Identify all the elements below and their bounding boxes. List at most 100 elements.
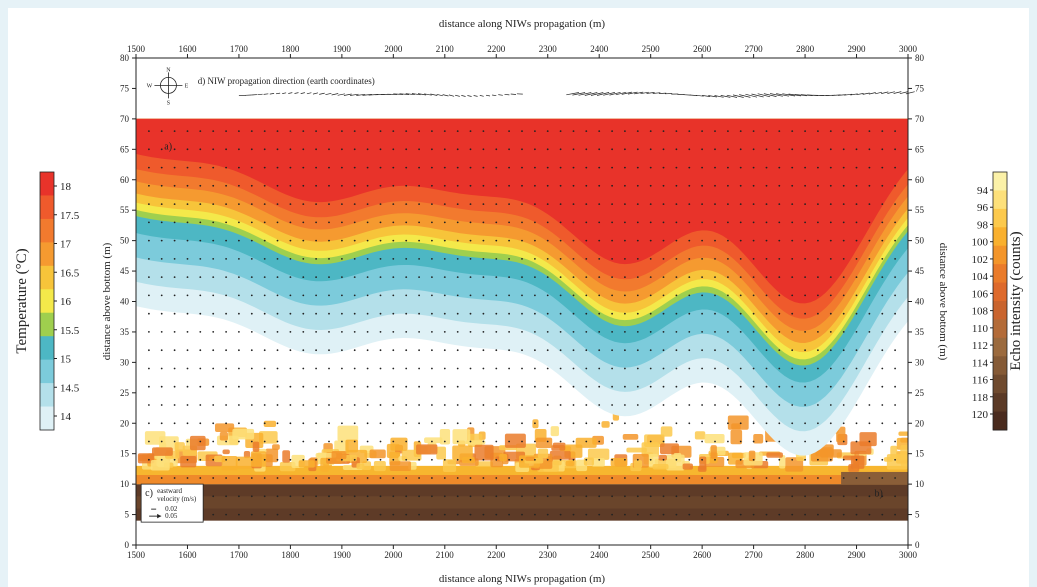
velocity-dot: [624, 148, 626, 151]
velocity-dot: [624, 312, 626, 315]
echo-blob: [591, 458, 605, 467]
temperature-colorbar-segment: [40, 195, 54, 220]
velocity-dot: [881, 458, 884, 461]
propagation-arrow: [881, 91, 889, 94]
velocity-dot: [881, 312, 884, 315]
velocity-dot: [521, 404, 523, 406]
velocity-dot: [572, 130, 575, 132]
velocity-dot: [302, 422, 305, 425]
velocity-dot: [714, 440, 716, 443]
echo-blob: [282, 450, 291, 463]
velocity-dot: [250, 513, 253, 516]
velocity-dot: [534, 458, 536, 461]
velocity-dot: [250, 349, 253, 352]
velocity-dot: [881, 203, 884, 206]
velocity-dot: [804, 422, 806, 425]
velocity-dot: [250, 440, 253, 443]
velocity-dot: [752, 440, 755, 443]
velocity-dot: [199, 203, 202, 206]
velocity-dot: [173, 312, 176, 315]
velocity-dot: [752, 184, 755, 187]
echo-blob: [565, 460, 575, 467]
velocity-dot: [431, 440, 433, 443]
velocity-dot: [611, 203, 613, 206]
velocity-dot: [353, 276, 356, 278]
velocity-dot: [225, 276, 228, 278]
velocity-dot: [469, 422, 472, 425]
velocity-dot: [572, 276, 575, 278]
velocity-dot: [791, 495, 794, 498]
velocity-dot: [624, 385, 626, 388]
velocity-dot: [302, 276, 305, 278]
velocity-dot: [521, 513, 523, 516]
velocity-dot: [379, 239, 382, 242]
propagation-arrow: [875, 91, 883, 95]
velocity-dot: [443, 312, 446, 315]
velocity-dot: [431, 166, 433, 169]
velocity-dot: [186, 130, 189, 132]
velocity-dot: [173, 148, 176, 151]
echo-colorbar-segment: [993, 208, 1007, 228]
velocity-legend-item-2: 0.05: [165, 512, 178, 520]
velocity-dot: [148, 148, 150, 151]
velocity-dot: [701, 276, 703, 278]
y-tick-label-left: 10: [120, 479, 130, 489]
velocity-dot: [868, 331, 871, 333]
velocity-dot: [160, 166, 163, 169]
velocity-dot: [881, 440, 884, 443]
echo-blob: [152, 447, 173, 456]
velocity-dot: [186, 422, 189, 425]
propagation-arrow: [319, 92, 325, 95]
echo-blob: [753, 433, 764, 444]
velocity-dot: [431, 148, 433, 151]
velocity-dot: [572, 166, 575, 169]
velocity-dot: [714, 477, 716, 479]
velocity-dot: [482, 477, 485, 479]
velocity-dot: [611, 184, 613, 187]
velocity-dot: [572, 184, 575, 187]
velocity-dot: [199, 148, 202, 151]
velocity-dot: [881, 221, 884, 224]
velocity-dot: [765, 148, 768, 151]
echo-colorbar-tick-label: 114: [972, 357, 989, 369]
velocity-dot: [199, 276, 202, 278]
velocity-dot: [855, 221, 858, 224]
propagation-arrow: [887, 91, 895, 94]
velocity-dot: [315, 385, 317, 388]
velocity-dot: [456, 367, 459, 370]
velocity-dot: [585, 148, 588, 151]
propagation-arrow: [337, 93, 345, 96]
velocity-dot: [212, 331, 215, 333]
echo-blob: [694, 431, 706, 440]
echo-blob: [389, 461, 412, 472]
velocity-dot: [431, 276, 433, 278]
echo-blob: [180, 456, 197, 468]
panel-label-c: c): [145, 488, 153, 499]
velocity-dot: [598, 203, 601, 206]
velocity-dot: [302, 166, 305, 169]
velocity-dot: [379, 349, 382, 352]
velocity-dot: [881, 184, 884, 187]
velocity-dot: [559, 477, 562, 479]
echo-colorbar-segment: [993, 245, 1007, 265]
propagation-arrow: [609, 91, 621, 96]
velocity-dot: [572, 367, 575, 370]
velocity-dot: [842, 258, 845, 260]
velocity-dot: [276, 422, 279, 425]
velocity-dot: [199, 477, 202, 479]
velocity-dot: [379, 148, 382, 151]
velocity-dot: [804, 203, 806, 206]
y-tick-label-left: 30: [120, 357, 130, 367]
velocity-dot: [443, 458, 446, 461]
velocity-dot: [186, 184, 189, 187]
echo-blob: [658, 454, 667, 461]
velocity-dot: [250, 367, 253, 370]
velocity-dot: [263, 367, 266, 370]
temperature-colorbar-tick-label: 14: [60, 411, 72, 423]
velocity-dot: [714, 221, 716, 224]
temperature-top-band: [136, 118, 908, 132]
echo-blob: [731, 423, 741, 430]
velocity-dot: [173, 203, 176, 206]
velocity-dot: [829, 184, 832, 187]
propagation-arrow: [442, 94, 449, 97]
